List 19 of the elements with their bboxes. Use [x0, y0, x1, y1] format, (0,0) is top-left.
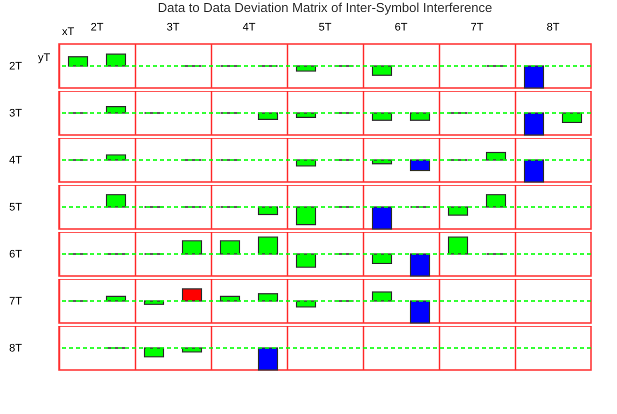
y-axis-title: 5T	[9, 202, 22, 214]
y-axis-title: 2T	[9, 60, 22, 72]
bar	[182, 288, 202, 302]
x-tick-label: 6T	[394, 22, 408, 34]
x-tick-label: 7T	[470, 22, 484, 34]
x-tick-label: 4T	[242, 22, 256, 34]
y-axis-title: 4T	[9, 154, 22, 166]
text: xT	[62, 26, 74, 38]
x-tick-label: 3T	[166, 22, 180, 34]
bar	[410, 300, 430, 324]
y-axis-title: 7T	[9, 296, 22, 308]
y-axis-title: 6T	[9, 248, 22, 260]
chart-title: Data to Data Deviation Matrix of Inter-Symbol Interference	[158, 0, 492, 15]
x-tick-label: 8T	[546, 22, 560, 34]
x-tick-label: 5T	[318, 22, 332, 34]
y-axis-title: 3T	[9, 108, 22, 120]
x-tick-label: 2T	[90, 22, 104, 34]
y-axis-title: 8T	[9, 342, 22, 354]
text: yT	[38, 52, 50, 64]
